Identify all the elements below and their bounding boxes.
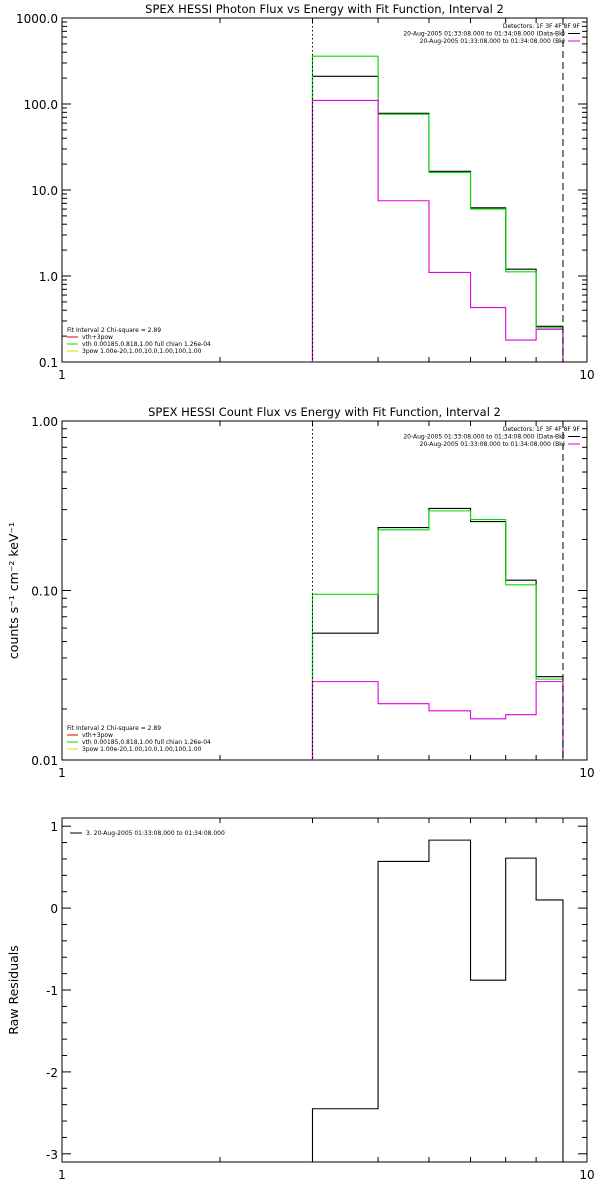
chart-panel-3: 1 10 -3 -2 -1 0 1 Raw Residuals 3. 20-Aug-2005 0… xyxy=(6,817,595,1182)
fit-legend-header: Fit Interval 2 Chi-square = 2.89 xyxy=(67,725,161,732)
fit-legend-label: 3pow 1.00e-20,1.00,10.0,1.00,100,1.00 xyxy=(82,746,202,753)
legend-entry-label: 3. 20-Aug-2005 01:33:08.000 to 01:34:08.… xyxy=(86,830,225,837)
y-tick-label: 0.1 xyxy=(39,356,58,370)
y-tick-label: -3 xyxy=(46,1148,58,1162)
legend-entry-label: 20-Aug-2005 01:33:08.000 to 01:34:08.000… xyxy=(403,434,565,441)
legend-entry-label: 20-Aug-2005 01:33:08.000 to 01:34:08.000… xyxy=(420,38,565,45)
chart-title: SPEX HESSI Count Flux vs Energy with Fit… xyxy=(148,405,501,419)
series-line-1 xyxy=(311,75,564,362)
fit-legend-label: vth 0.00185,0.818,1.00 full chian 1.26e-… xyxy=(82,739,211,746)
chart-title: SPEX HESSI Photon Flux vs Energy with Fi… xyxy=(145,2,504,16)
fit-legend-header: Fit Interval 2 Chi-square = 2.89 xyxy=(67,327,161,334)
legend-entry-label: 20-Aug-2005 01:33:08.000 to 01:34:08.000… xyxy=(420,441,565,448)
series-line-1 xyxy=(311,507,564,760)
series-line-1 xyxy=(311,839,564,1162)
y-tick-label: 10.0 xyxy=(31,184,58,198)
x-tick-label: 10 xyxy=(579,368,594,382)
fit-legend-label: vth+3pow xyxy=(82,334,113,341)
chart-panel-2: SPEX HESSI Count Flux vs Energy with Fit… xyxy=(6,405,595,780)
y-tick-label: 1.00 xyxy=(31,415,58,429)
y-tick-label: 0.10 xyxy=(31,585,58,599)
series-line-2 xyxy=(311,510,564,760)
y-tick-label: 1.0 xyxy=(39,270,58,284)
y-tick-label: 1000.0 xyxy=(16,12,58,26)
legend-entry-label: 20-Aug-2005 01:33:08.000 to 01:34:08.000… xyxy=(403,31,565,38)
x-tick-label: 10 xyxy=(579,1168,594,1182)
fit-legend-label: 3pow 1.00e-20,1.00,10.0,1.00,100,1.00 xyxy=(82,348,202,355)
fit-legend-label: vth+3pow xyxy=(82,732,113,739)
series-line-3 xyxy=(311,99,564,362)
y-tick-label: 1 xyxy=(50,820,58,834)
y-tick-label: 0.01 xyxy=(31,754,58,768)
x-tick-label: 10 xyxy=(579,766,594,780)
y-tick-label: -1 xyxy=(46,984,58,998)
plot-frame xyxy=(61,17,588,363)
plot-frame xyxy=(61,420,588,761)
y-axis-label: counts s⁻¹ cm⁻² keV⁻¹ xyxy=(6,522,21,659)
legend-header: Detectors: 1F 3F 4F 8F 9F xyxy=(503,23,581,30)
chart-panel-1: SPEX HESSI Photon Flux vs Energy with Fi… xyxy=(16,2,595,382)
series-line-3 xyxy=(311,681,564,760)
legend-header: Detectors: 1F 3F 4F 8F 9F xyxy=(503,426,581,433)
x-tick-label: 1 xyxy=(58,766,66,780)
x-tick-label: 1 xyxy=(58,368,66,382)
y-axis-label: Raw Residuals xyxy=(6,945,21,1035)
series-line-2 xyxy=(311,55,564,362)
y-tick-label: 0 xyxy=(50,902,58,916)
y-tick-label: -2 xyxy=(46,1066,58,1080)
plot-frame xyxy=(61,817,588,1163)
fit-legend-label: vth 0.00185,0.818,1.00 full chian 1.26e-… xyxy=(82,341,211,348)
y-tick-label: 100.0 xyxy=(24,98,58,112)
x-tick-label: 1 xyxy=(58,1168,66,1182)
